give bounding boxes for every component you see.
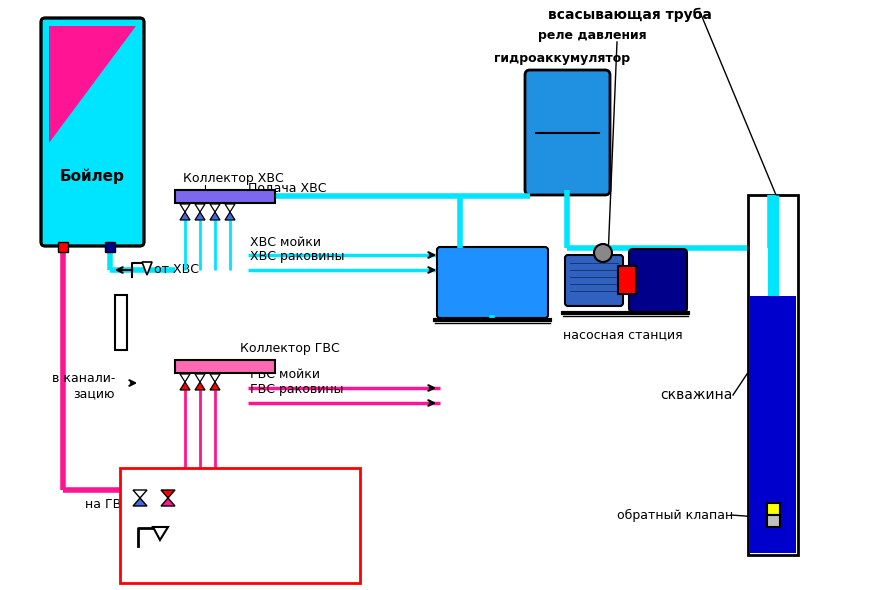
Text: от ХВС: от ХВС xyxy=(154,263,199,276)
Text: гидроаккумулятор: гидроаккумулятор xyxy=(494,52,630,65)
Polygon shape xyxy=(161,498,175,506)
FancyBboxPatch shape xyxy=(437,247,548,318)
Text: скважина: скважина xyxy=(661,388,733,402)
FancyBboxPatch shape xyxy=(525,70,610,195)
Polygon shape xyxy=(133,490,147,498)
Bar xyxy=(767,503,780,515)
Bar xyxy=(618,266,636,294)
Bar xyxy=(175,190,275,203)
Text: Бойлер: Бойлер xyxy=(60,168,125,183)
Text: на ГВС: на ГВС xyxy=(85,498,130,511)
Text: ГВС мойки: ГВС мойки xyxy=(250,368,320,381)
Polygon shape xyxy=(225,204,235,212)
Polygon shape xyxy=(180,374,190,382)
Bar xyxy=(748,195,798,555)
Polygon shape xyxy=(195,204,205,212)
Polygon shape xyxy=(49,26,136,143)
Circle shape xyxy=(594,244,612,262)
Polygon shape xyxy=(195,374,205,382)
Text: - краны.: - краны. xyxy=(190,491,250,505)
Polygon shape xyxy=(210,374,220,382)
Text: реле давления: реле давления xyxy=(538,29,647,42)
Bar xyxy=(115,295,127,350)
Bar xyxy=(120,468,360,583)
Polygon shape xyxy=(225,212,235,220)
Polygon shape xyxy=(142,262,152,275)
Polygon shape xyxy=(180,204,190,212)
Polygon shape xyxy=(195,212,205,220)
Polygon shape xyxy=(210,204,220,212)
Text: всасывающая труба: всасывающая труба xyxy=(548,8,712,22)
Polygon shape xyxy=(210,382,220,390)
Text: - обратный клапан с: - обратный клапан с xyxy=(175,524,311,537)
Polygon shape xyxy=(161,490,175,498)
Polygon shape xyxy=(195,382,205,390)
Polygon shape xyxy=(133,498,147,506)
Polygon shape xyxy=(180,382,190,390)
Text: в канали-
зацию: в канали- зацию xyxy=(52,372,115,400)
Text: насосная станция: насосная станция xyxy=(563,328,683,341)
Bar xyxy=(750,296,796,553)
Text: ГВС раковины: ГВС раковины xyxy=(250,383,343,396)
Polygon shape xyxy=(153,527,168,540)
FancyBboxPatch shape xyxy=(41,18,144,246)
Bar xyxy=(58,242,68,252)
Bar xyxy=(767,515,780,527)
FancyBboxPatch shape xyxy=(629,249,687,312)
FancyBboxPatch shape xyxy=(565,255,623,306)
Text: Коллектор ХВС: Коллектор ХВС xyxy=(183,172,284,185)
Text: Подача ХВС: Подача ХВС xyxy=(248,181,327,194)
Bar xyxy=(105,242,115,252)
Bar xyxy=(175,360,275,373)
Polygon shape xyxy=(210,212,220,220)
Text: предохранителем.: предохранителем. xyxy=(175,539,307,552)
Text: Коллектор ГВС: Коллектор ГВС xyxy=(240,342,340,355)
Text: ХВС раковины: ХВС раковины xyxy=(250,250,345,263)
Polygon shape xyxy=(180,212,190,220)
Text: обратный клапан: обратный клапан xyxy=(616,509,733,522)
Text: ХВС мойки: ХВС мойки xyxy=(250,236,321,249)
